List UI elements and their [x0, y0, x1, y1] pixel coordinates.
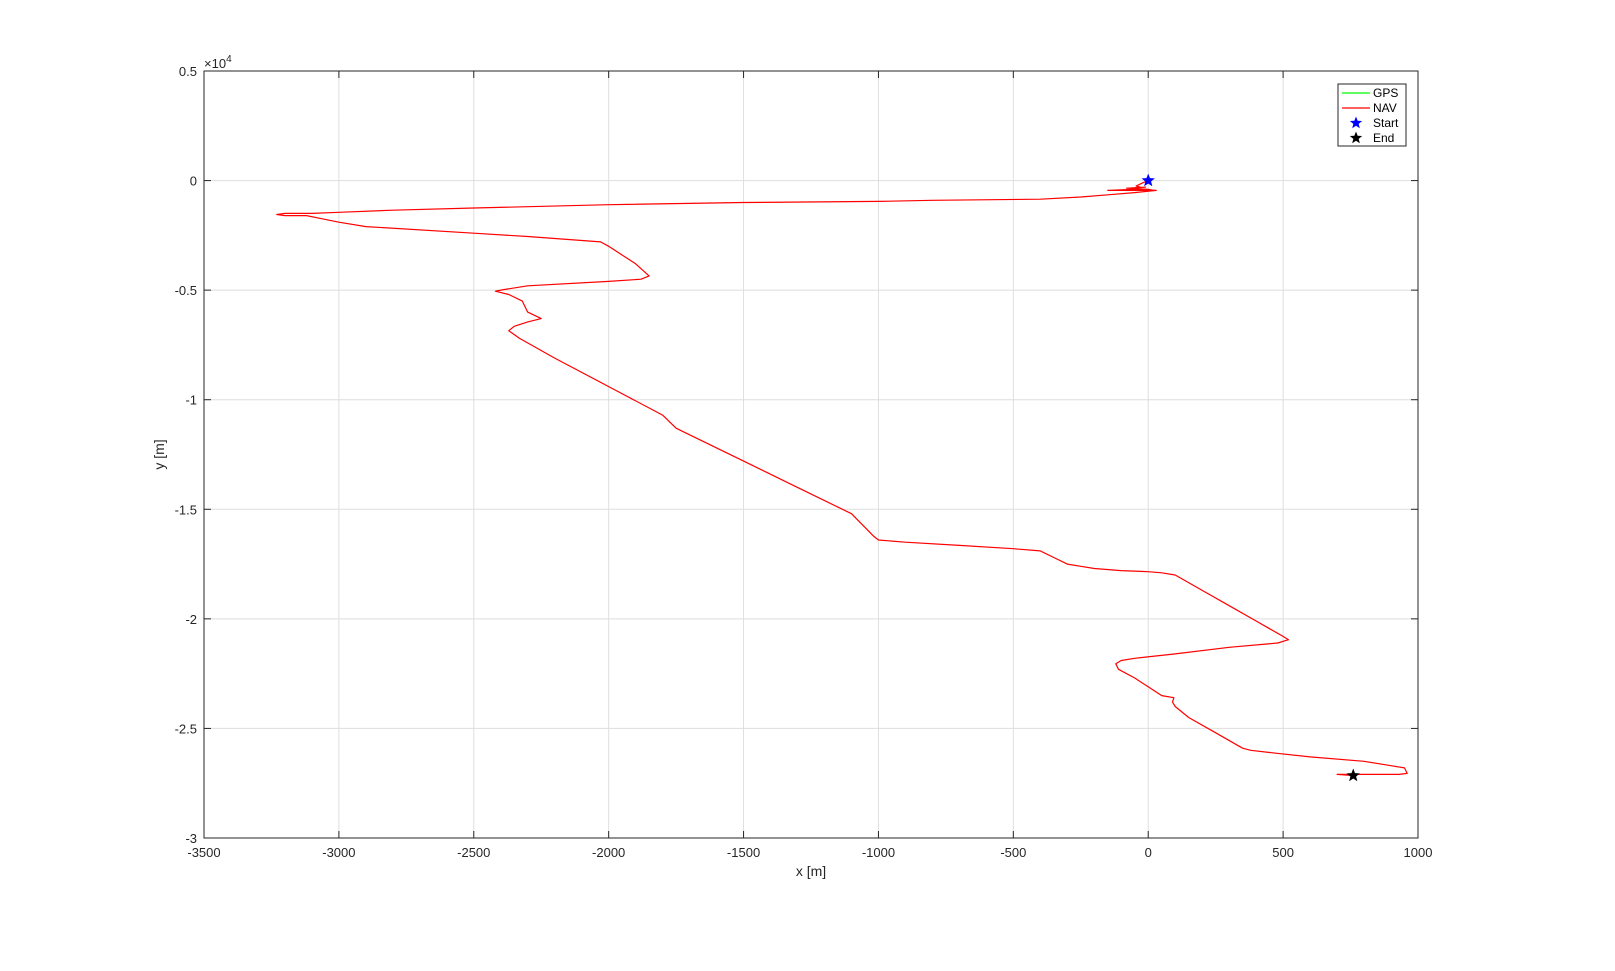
x-tick-label: -1500 [727, 845, 760, 860]
legend-label-nav: NAV [1373, 101, 1397, 115]
plot-series [276, 173, 1408, 782]
y-axis-exponent: ×104 [204, 54, 232, 71]
axes-box [203, 70, 1419, 839]
x-tick-label: -1000 [862, 845, 895, 860]
x-axis-label: x [m] [796, 863, 826, 879]
legend-label-end: End [1373, 131, 1394, 145]
x-tick-label: 500 [1272, 845, 1294, 860]
y-tick-label: -2 [185, 612, 197, 627]
y-tick-label: -2.5 [175, 721, 197, 736]
legend-box [1337, 83, 1407, 147]
y-axis-exponent-base: ×10 [204, 56, 226, 71]
legend-star-end [1349, 131, 1363, 144]
series-nav-line [276, 180, 1408, 777]
y-tick-label: -0.5 [175, 283, 197, 298]
x-tick-label: -3500 [187, 845, 220, 860]
y-tick-label: -3 [185, 831, 197, 846]
y-axis-label: y [m] [151, 439, 167, 469]
axis-ticks: -3500 -3000 -2500 -2000 -1500 -1000 -500 0 500 10… [175, 64, 1433, 860]
end-marker [1346, 768, 1360, 782]
start-marker [1141, 173, 1155, 187]
x-tick-label: -2500 [457, 845, 490, 860]
legend-star-start [1349, 116, 1363, 129]
y-tick-label: -1.5 [175, 502, 197, 517]
x-tick-label: -2000 [592, 845, 625, 860]
legend-label-start: Start [1373, 116, 1399, 130]
x-tick-label: -3000 [322, 845, 355, 860]
y-tick-label: 0.5 [179, 64, 197, 79]
legend-label-gps: GPS [1373, 86, 1398, 100]
x-tick-label: 1000 [1404, 845, 1433, 860]
y-tick-label: 0 [190, 174, 197, 189]
y-tick-label: -1 [185, 393, 197, 408]
x-tick-label: -500 [1000, 845, 1026, 860]
y-axis-exponent-power: 4 [226, 54, 232, 65]
x-tick-label: 0 [1145, 845, 1152, 860]
